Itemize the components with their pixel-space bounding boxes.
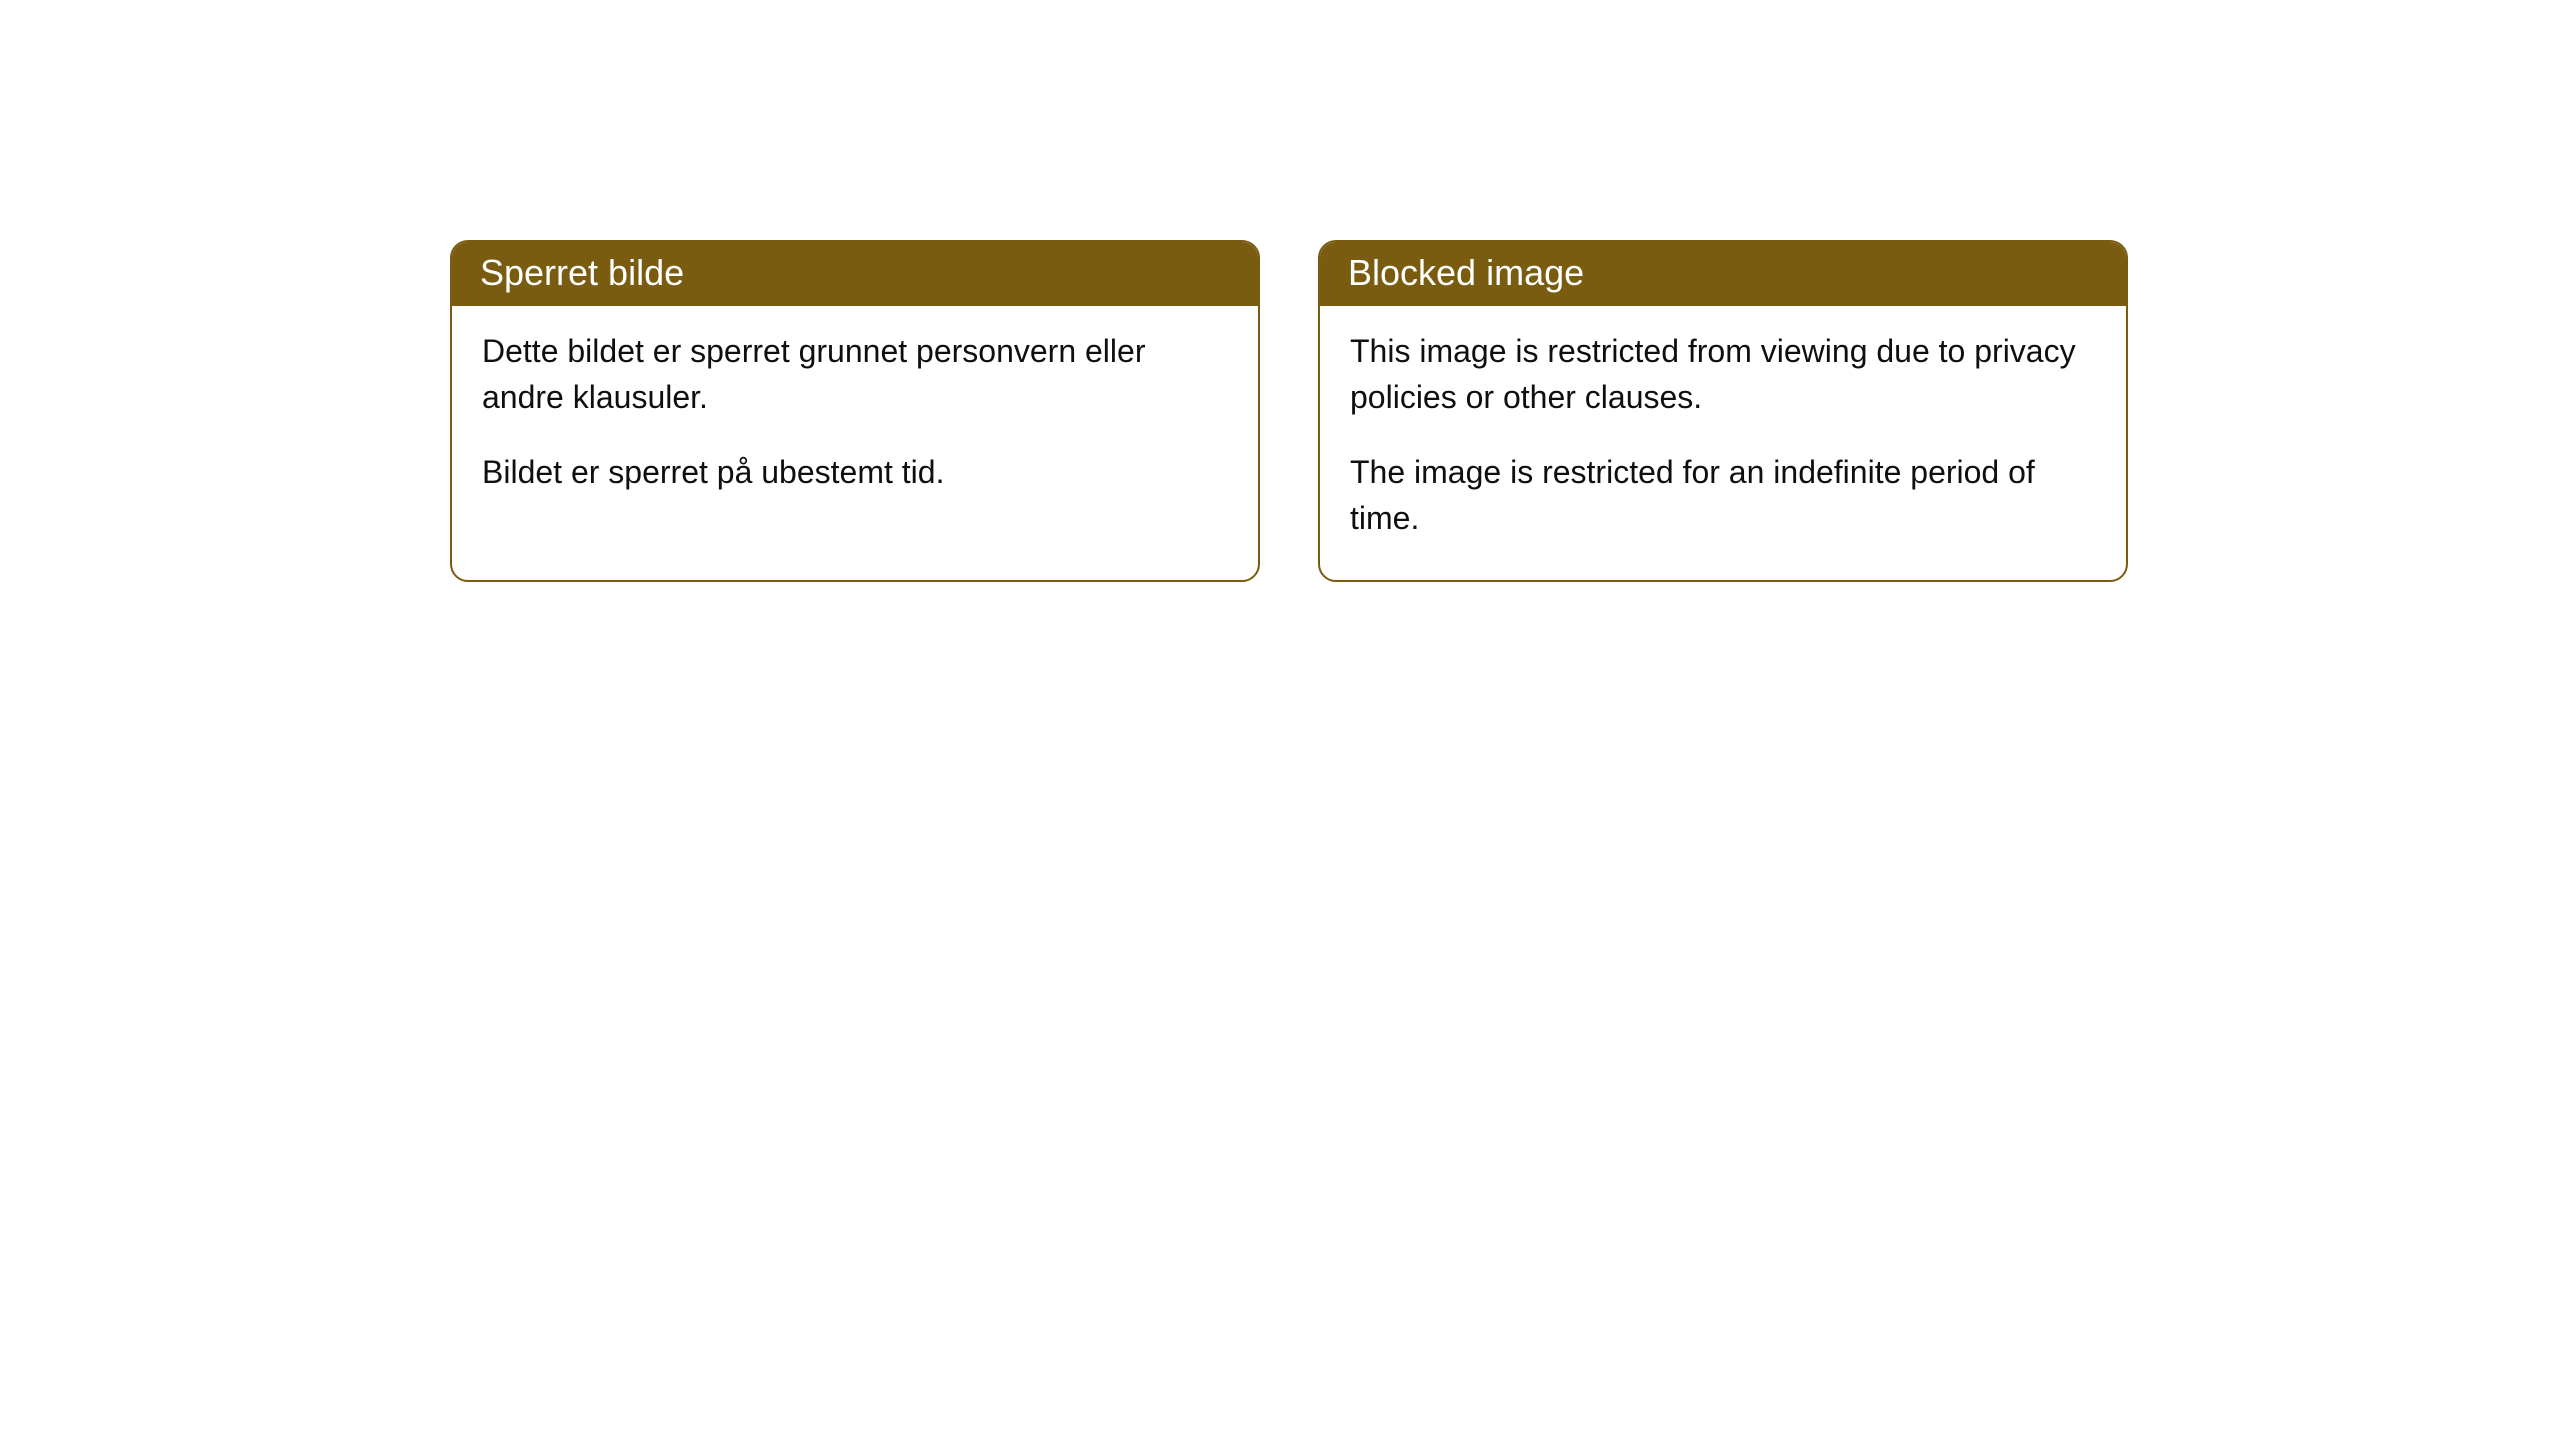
card-paragraph: Bildet er sperret på ubestemt tid. [482, 449, 1228, 495]
card-title: Sperret bilde [480, 252, 684, 293]
notice-cards-container: Sperret bilde Dette bildet er sperret gr… [450, 240, 2128, 582]
card-paragraph: This image is restricted from viewing du… [1350, 328, 2096, 421]
card-body: This image is restricted from viewing du… [1320, 306, 2126, 580]
blocked-image-card-en: Blocked image This image is restricted f… [1318, 240, 2128, 582]
card-paragraph: Dette bildet er sperret grunnet personve… [482, 328, 1228, 421]
card-header: Sperret bilde [452, 242, 1258, 306]
card-body: Dette bildet er sperret grunnet personve… [452, 306, 1258, 533]
card-header: Blocked image [1320, 242, 2126, 306]
blocked-image-card-no: Sperret bilde Dette bildet er sperret gr… [450, 240, 1260, 582]
card-title: Blocked image [1348, 252, 1584, 293]
card-paragraph: The image is restricted for an indefinit… [1350, 449, 2096, 542]
